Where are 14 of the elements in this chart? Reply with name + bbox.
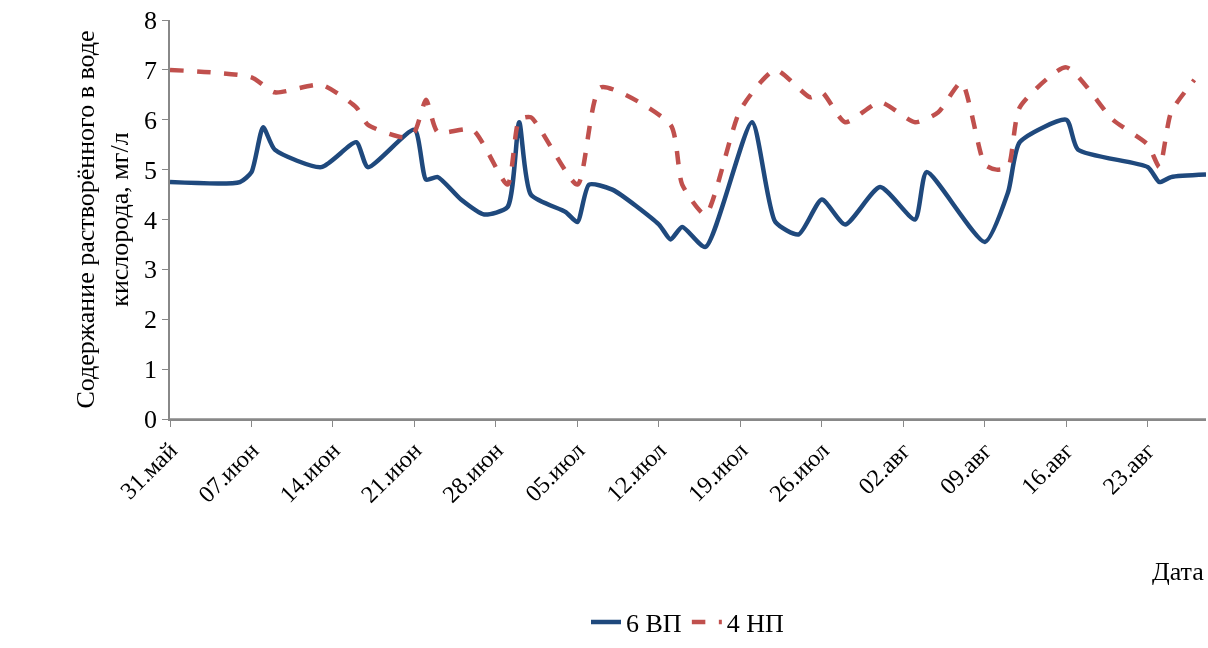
y-axis-title: Содержание растворённого в воде кислорода, мг/л <box>71 30 134 409</box>
y-tick-label: 0 <box>144 405 158 435</box>
y-tick-label: 6 <box>144 105 158 135</box>
y-tick-label: 2 <box>144 305 158 335</box>
y-tick-label: 8 <box>144 6 158 36</box>
legend-label: 4 НП <box>726 609 785 639</box>
y-tick-label: 3 <box>144 255 158 285</box>
y-tick-label: 5 <box>144 155 158 185</box>
x-axis-title: Дата <box>1152 557 1205 586</box>
y-tick-label: 4 <box>144 205 158 235</box>
legend-label: 6 ВП <box>626 609 682 639</box>
line-series <box>170 117 1206 250</box>
y-tick-label: 7 <box>144 55 158 85</box>
y-tick-label: 1 <box>144 355 158 385</box>
